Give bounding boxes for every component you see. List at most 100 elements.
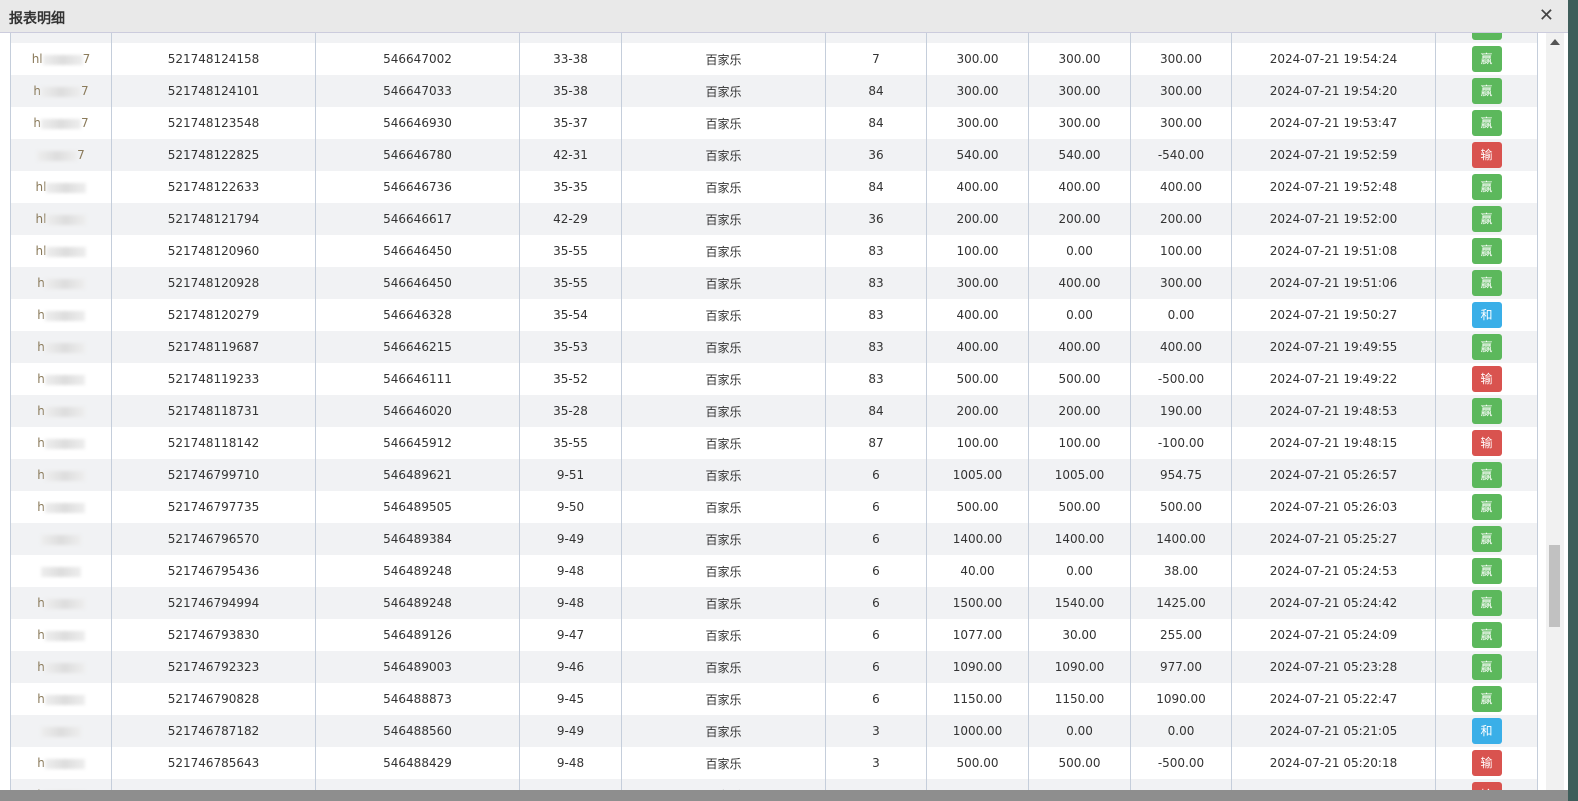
cell-username: h	[10, 427, 112, 459]
cell-round-id: 546645912	[315, 427, 520, 459]
cell-bet: 100.00	[926, 235, 1029, 267]
cell-username: hl	[10, 171, 112, 203]
cell-valid: 500.00	[1028, 363, 1131, 395]
result-badge[interactable]: 赢	[1471, 494, 1502, 520]
result-badge[interactable]: 赢	[1471, 558, 1502, 584]
cell-result: 和	[1435, 715, 1538, 747]
cell-bet-id: 521748119687	[111, 331, 316, 363]
cell-round-id: 546646617	[315, 203, 520, 235]
username-redacted	[44, 598, 85, 609]
username-redacted	[44, 630, 85, 641]
result-badge[interactable]: 赢	[1471, 46, 1502, 72]
username-prefix: h	[37, 500, 45, 514]
cell-game: 百家乐	[621, 203, 826, 235]
cell-valid: 1005.00	[1028, 459, 1131, 491]
username-prefix: h	[37, 404, 45, 418]
dialog-titlebar: 报表明细 ✕	[0, 0, 1568, 33]
result-badge[interactable]: 赢	[1471, 110, 1502, 136]
cell-result: 和	[1435, 299, 1538, 331]
table-row: hl 521748121794 546646617 42-29 百家乐 36 200.00 2…	[10, 203, 1538, 235]
cell-result: 赢	[1435, 107, 1538, 139]
cell-bet: 400.00	[926, 299, 1029, 331]
cell-bet: 300.00	[926, 43, 1029, 75]
scrollbar-thumb[interactable]	[1549, 545, 1560, 627]
close-icon[interactable]: ✕	[1538, 5, 1554, 26]
result-badge[interactable]: 输	[1471, 430, 1502, 456]
username-prefix: h	[33, 116, 41, 130]
table-row: hl 521748120960 546646450 35-55 百家乐 83 100.00 0…	[10, 235, 1538, 267]
cell-bet-id: 521746796570	[111, 523, 316, 555]
cell-time: 2024-07-21 05:26:57	[1231, 459, 1436, 491]
result-badge[interactable]: 赢	[1471, 654, 1502, 680]
cell-game: 百家乐	[621, 619, 826, 651]
result-badge[interactable]: 和	[1471, 718, 1502, 744]
cell-bet: 1090.00	[926, 651, 1029, 683]
result-badge[interactable]: 输	[1471, 142, 1502, 168]
cell-time: 2024-07-21 19:51:08	[1231, 235, 1436, 267]
username-prefix: hl	[35, 180, 47, 194]
result-badge[interactable]: 赢	[1471, 398, 1502, 424]
username-prefix: h	[37, 628, 45, 642]
result-badge[interactable]: 赢	[1471, 526, 1502, 552]
username-redacted	[41, 726, 81, 737]
cell-game: 百家乐	[621, 139, 826, 171]
table-row: h 7 521748124101 546647033 35-38 百家乐 84 300.00 3…	[10, 75, 1538, 107]
cell-result: 赢	[1435, 459, 1538, 491]
result-badge[interactable]: 输	[1471, 782, 1502, 790]
scroll-up-icon[interactable]	[1550, 39, 1560, 45]
table-row: h 521746792323 546489003 9-46 百家乐 6 1090.00 109…	[10, 651, 1538, 683]
cell-table: 9-48	[519, 587, 622, 619]
cell-username: hl 7	[10, 43, 112, 75]
cell-time: 2024-07-21 05:24:42	[1231, 587, 1436, 619]
result-badge[interactable]: 输	[1471, 750, 1502, 776]
cell-bet-id: 521748118731	[111, 395, 316, 427]
result-badge[interactable]: 赢	[1471, 238, 1502, 264]
username-prefix: h	[37, 436, 45, 450]
cell-result: 赢	[1435, 587, 1538, 619]
cell-round-id: 546489126	[315, 619, 520, 651]
result-badge[interactable]: 赢	[1471, 622, 1502, 648]
cell-valid: 1400.00	[1028, 523, 1131, 555]
cell-result: 赢	[1435, 555, 1538, 587]
cell-table: 9-47	[519, 619, 622, 651]
cell-round-id: 546488429	[315, 747, 520, 779]
result-badge[interactable]: 赢	[1471, 686, 1502, 712]
cell-valid: 100.00	[1028, 427, 1131, 459]
cell-table: 33-38	[519, 43, 622, 75]
result-badge[interactable]: 输	[1471, 366, 1502, 392]
cell-time: 2024-07-21 05:20:18	[1231, 747, 1436, 779]
cell-valid: 0.00	[1028, 555, 1131, 587]
cell-bet: 1077.00	[926, 619, 1029, 651]
result-badge[interactable]: 赢	[1471, 33, 1502, 40]
cell-table: 35-35	[519, 171, 622, 203]
result-badge[interactable]: 赢	[1471, 174, 1502, 200]
cell-round-id	[315, 779, 520, 790]
vertical-scrollbar[interactable]	[1546, 33, 1564, 790]
cell-valid: 500.00	[1028, 491, 1131, 523]
result-badge[interactable]: 和	[1471, 302, 1502, 328]
username-redacted	[44, 662, 85, 673]
cell-game: 百家乐	[621, 171, 826, 203]
cell-num: 6	[825, 555, 927, 587]
result-badge[interactable]: 赢	[1471, 206, 1502, 232]
cell-payout	[1130, 33, 1232, 43]
cell-round-id: 546488873	[315, 683, 520, 715]
username-redacted	[42, 54, 83, 65]
cell-payout: 190.00	[1130, 395, 1232, 427]
cell-valid: 1150.00	[1028, 683, 1131, 715]
cell-payout: 0.00	[1130, 715, 1232, 747]
cell-bet-id: 521748120928	[111, 267, 316, 299]
cell-username: h	[10, 363, 112, 395]
result-badge[interactable]: 赢	[1471, 270, 1502, 296]
result-badge[interactable]: 赢	[1471, 78, 1502, 104]
cell-payout: 977.00	[1130, 651, 1232, 683]
cell-num: 36	[825, 139, 927, 171]
cell-bet-id: 521746787182	[111, 715, 316, 747]
report-table: 赢hl752174812415854664700233-38百家乐7300.00…	[10, 33, 1538, 790]
result-badge[interactable]: 赢	[1471, 462, 1502, 488]
cell-payout: 400.00	[1130, 171, 1232, 203]
result-badge[interactable]: 赢	[1471, 334, 1502, 360]
cell-username: hl	[10, 235, 112, 267]
cell-num: 83	[825, 267, 927, 299]
result-badge[interactable]: 赢	[1471, 590, 1502, 616]
